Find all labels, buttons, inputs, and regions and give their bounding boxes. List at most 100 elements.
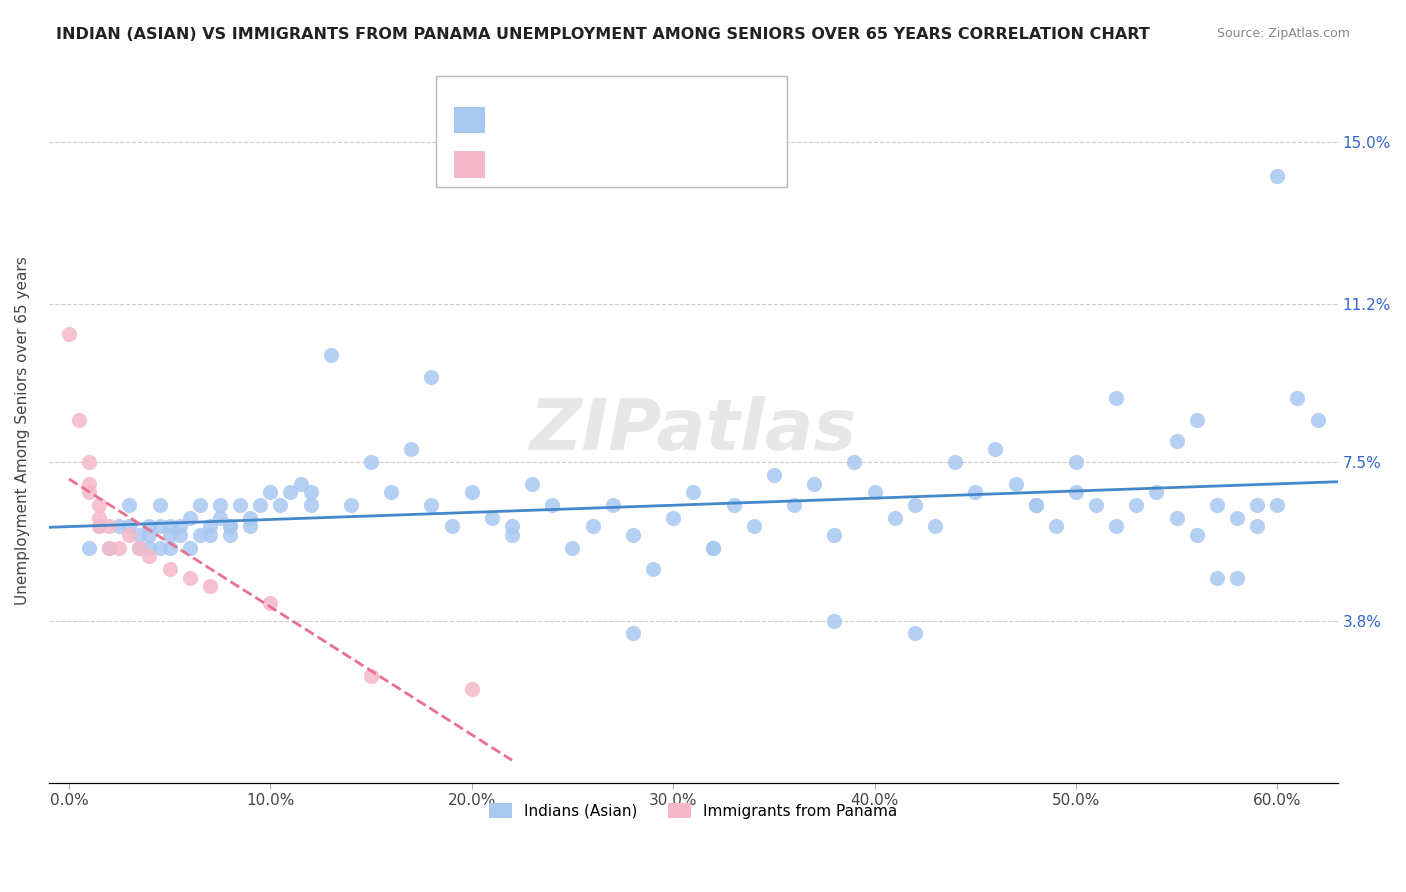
Point (340, 498, 363, 512)
Text: -0.149: -0.149 (541, 155, 600, 173)
Point (229, 498, 252, 512)
Point (1306, 412, 1329, 426)
Point (269, 498, 291, 512)
Point (1206, 498, 1229, 512)
Point (501, 528, 523, 542)
Point (702, 541, 724, 555)
Point (188, 528, 211, 542)
Point (1064, 485, 1087, 500)
Point (501, 519, 523, 533)
Point (98, 541, 121, 555)
Point (380, 485, 402, 500)
Legend: Indians (Asian), Immigrants from Panama: Indians (Asian), Immigrants from Panama (482, 797, 904, 825)
Text: R =: R = (494, 155, 524, 173)
Point (87, 498, 110, 512)
Point (108, 519, 131, 533)
Point (1206, 571, 1229, 585)
Point (87, 519, 110, 533)
Point (98, 519, 121, 533)
Point (138, 519, 160, 533)
Point (641, 562, 664, 576)
Point (77, 455, 100, 469)
Point (360, 669, 382, 683)
Point (148, 498, 170, 512)
Point (602, 498, 624, 512)
Point (1105, 519, 1128, 533)
Point (662, 511, 685, 525)
Point (1185, 412, 1208, 426)
Point (219, 528, 242, 542)
Point (208, 498, 231, 512)
Point (148, 519, 170, 533)
Point (148, 541, 170, 555)
Point (128, 541, 150, 555)
Point (844, 455, 866, 469)
Point (138, 541, 160, 555)
Point (440, 519, 463, 533)
Point (1286, 391, 1309, 405)
Point (924, 519, 946, 533)
Point (118, 519, 141, 533)
Point (159, 528, 181, 542)
Text: 0.104: 0.104 (541, 111, 593, 129)
Point (239, 519, 262, 533)
Point (863, 485, 886, 500)
Point (219, 519, 242, 533)
Point (67, 412, 90, 426)
Point (249, 498, 271, 512)
Point (87, 511, 110, 525)
Point (460, 485, 482, 500)
Point (1166, 511, 1188, 525)
Point (1105, 391, 1128, 405)
Point (581, 519, 603, 533)
Point (198, 528, 221, 542)
Point (1146, 485, 1168, 500)
Point (77, 485, 100, 500)
Point (259, 485, 281, 500)
Point (420, 498, 443, 512)
Point (319, 348, 342, 362)
Point (179, 511, 201, 525)
Point (1004, 476, 1026, 491)
Point (541, 498, 564, 512)
Point (460, 681, 482, 696)
Point (823, 614, 845, 628)
Point (904, 626, 927, 640)
Point (883, 511, 905, 525)
Point (77, 476, 100, 491)
Text: ZIPatlas: ZIPatlas (530, 396, 856, 465)
Text: R =: R = (494, 111, 524, 129)
Point (702, 541, 724, 555)
Point (1045, 519, 1067, 533)
Point (159, 541, 181, 555)
Point (179, 541, 201, 555)
Point (118, 498, 141, 512)
Point (219, 519, 242, 533)
Point (198, 579, 221, 593)
Point (179, 571, 201, 585)
Point (1085, 498, 1108, 512)
Point (259, 596, 281, 610)
Point (1246, 519, 1268, 533)
Point (621, 626, 644, 640)
Point (965, 485, 987, 500)
Point (481, 511, 503, 525)
Point (1226, 511, 1249, 525)
Point (360, 455, 382, 469)
Point (1166, 434, 1188, 448)
Point (87, 519, 110, 533)
Point (420, 369, 443, 384)
Point (904, 498, 927, 512)
Point (1185, 528, 1208, 542)
Point (239, 511, 262, 525)
Point (299, 498, 322, 512)
Point (98, 541, 121, 555)
Point (682, 485, 704, 500)
Point (58, 326, 80, 341)
Point (762, 468, 785, 483)
Point (1064, 455, 1087, 469)
Point (783, 498, 806, 512)
Point (138, 549, 160, 564)
Point (561, 541, 583, 555)
Text: 105: 105 (657, 111, 692, 129)
